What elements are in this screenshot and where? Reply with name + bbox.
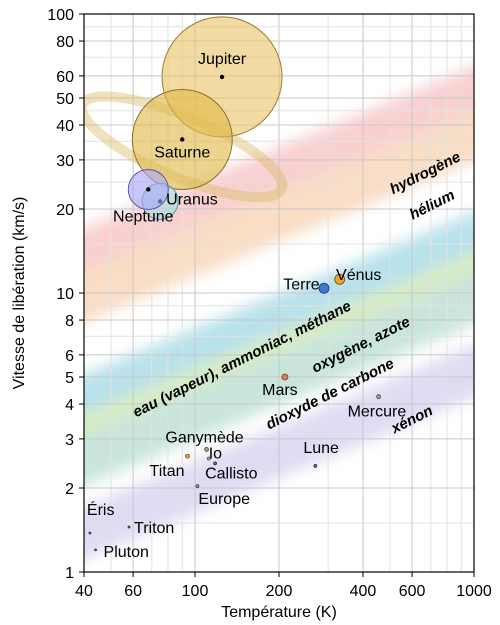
x-tick-label: 600	[399, 583, 426, 600]
body-label-ganymede: Ganymède	[165, 429, 243, 446]
y-tick-label: 6	[65, 348, 74, 365]
body-label-triton: Triton	[134, 520, 174, 537]
body-label-titan: Titan	[150, 463, 185, 480]
body-marker-pluton	[94, 548, 97, 552]
body-center-saturne	[180, 137, 185, 142]
x-tick-label: 100	[182, 583, 209, 600]
y-tick-label: 20	[56, 202, 74, 219]
body-marker-triton	[127, 525, 131, 529]
y-tick-label: 30	[56, 153, 74, 170]
x-axis-title: Température (K)	[221, 604, 337, 621]
x-tick-label: 40	[75, 583, 93, 600]
body-marker-lune	[313, 464, 318, 468]
x-axis-ticks: 40 60 100 200 400 600 1000	[75, 572, 492, 600]
y-tick-label: 3	[65, 432, 74, 449]
y-tick-label: 80	[56, 34, 74, 51]
body-marker-io	[206, 456, 211, 461]
body-marker-titan	[185, 453, 190, 459]
y-axis-ticks: 1 2 3 4 5 6 8 10 20 30 40 50 60 80 100	[47, 7, 84, 582]
x-tick-label: 400	[350, 583, 377, 600]
y-tick-label: 10	[56, 286, 74, 303]
body-label-callisto: Callisto	[205, 465, 258, 482]
body-label-jupiter: Jupiter	[198, 51, 247, 68]
body-marker-callisto	[213, 461, 217, 466]
body-label-lune: Lune	[303, 440, 339, 457]
y-tick-label: 4	[65, 397, 74, 414]
body-label-neptune: Neptune	[113, 208, 174, 225]
body-label-pluton: Pluton	[104, 544, 149, 561]
body-marker-terre	[334, 273, 346, 285]
y-tick-label: 50	[56, 91, 74, 108]
x-tick-label: 60	[124, 583, 142, 600]
y-tick-label: 8	[65, 313, 74, 330]
body-label-venus: Vénus	[336, 267, 381, 284]
body-marker-ganymede	[204, 447, 209, 452]
body-center-jupiter	[219, 74, 225, 80]
body-marker-eris	[88, 531, 92, 535]
body-label-mercure: Mercure	[348, 404, 407, 421]
x-tick-label: 1000	[456, 583, 492, 600]
bodies	[88, 16, 381, 552]
grid	[84, 14, 474, 572]
body-marker-europe	[195, 484, 200, 489]
body-label-mars: Mars	[262, 382, 298, 399]
body-label-saturne: Saturne	[154, 144, 210, 161]
x-tick-label: 200	[266, 583, 293, 600]
y-tick-label: 1	[65, 565, 74, 582]
body-center-neptune	[146, 187, 151, 192]
y-tick-label: 100	[47, 7, 74, 24]
body-label-uranus: Uranus	[166, 191, 218, 208]
y-tick-label: 5	[65, 370, 74, 387]
body-marker-mercure	[376, 394, 381, 400]
body-label-io: Io	[209, 446, 222, 463]
body-marker-mars	[281, 373, 289, 381]
body-label-eris: Éris	[87, 500, 115, 519]
body-marker-venus	[318, 282, 330, 294]
y-tick-label: 60	[56, 69, 74, 86]
y-axis-title: Vitesse de libération (km/s)	[11, 197, 28, 390]
body-label-terre: Terre	[283, 276, 320, 293]
body-label-europe: Europe	[198, 491, 250, 508]
y-tick-label: 2	[65, 481, 74, 498]
y-tick-label: 40	[56, 118, 74, 135]
